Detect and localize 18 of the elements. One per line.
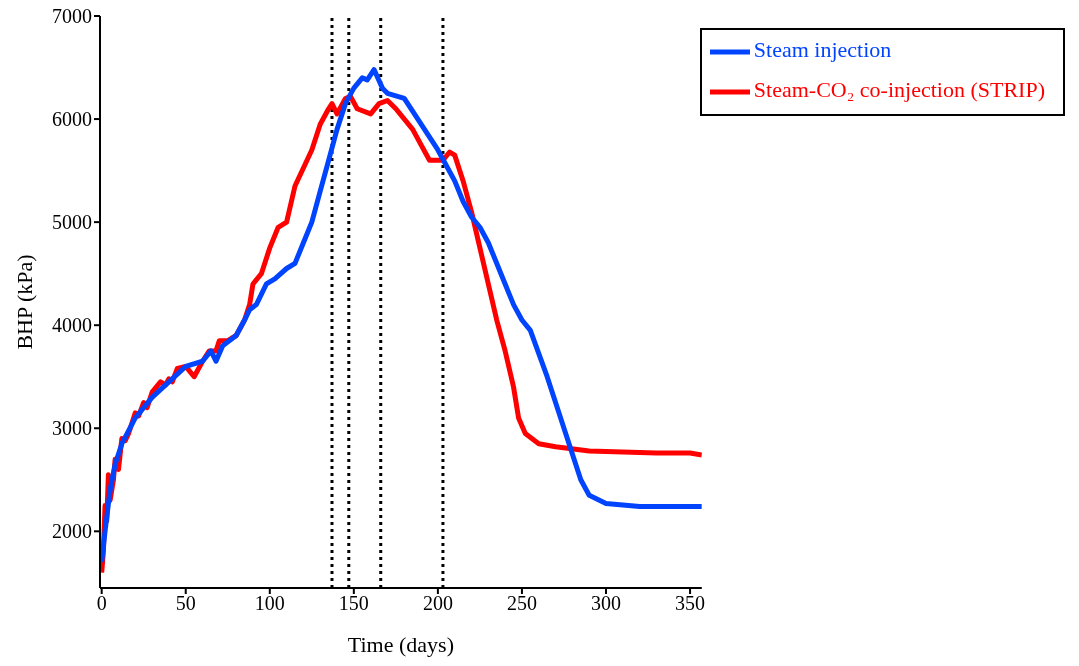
x-tick-label: 50 xyxy=(175,592,196,615)
y-axis-title: BHP (kPa) xyxy=(11,254,37,350)
y-tick-label: 3000 xyxy=(52,417,92,440)
x-tick-label: 350 xyxy=(675,592,706,615)
y-tick-label: 7000 xyxy=(52,5,92,28)
y-tick-label: 2000 xyxy=(52,520,92,543)
x-tick-label: 300 xyxy=(590,592,621,615)
y-tick-label: 4000 xyxy=(52,314,92,337)
x-tick-label: 0 xyxy=(96,592,107,615)
x-tick-label: 100 xyxy=(254,592,285,615)
legend-label: Steam-CO₂ co-injection (STRIP) xyxy=(753,77,1045,103)
x-tick-label: 200 xyxy=(422,592,453,615)
y-tick-label: 5000 xyxy=(52,211,92,234)
legend-label: Steam injection xyxy=(753,37,892,63)
y-tick-label: 6000 xyxy=(52,108,92,131)
x-axis-title: Time (days) xyxy=(347,631,454,657)
x-tick-label: 150 xyxy=(338,592,369,615)
x-tick-label: 250 xyxy=(506,592,537,615)
